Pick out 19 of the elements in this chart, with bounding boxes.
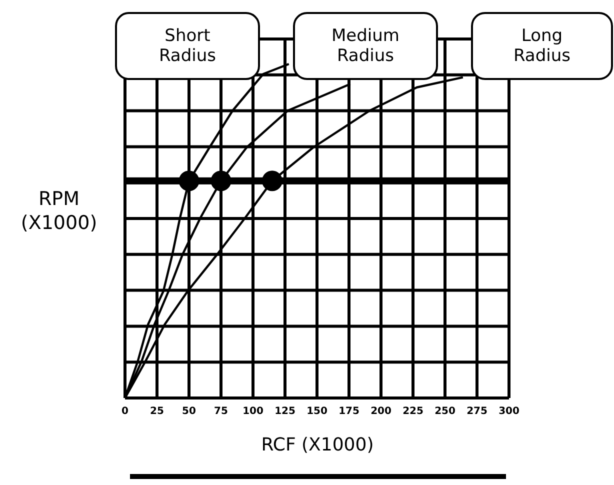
x-tick-label: 25 <box>150 406 164 417</box>
series-label: Medium Radius <box>332 26 400 66</box>
callout-box: Short Radius <box>115 12 260 80</box>
x-tick-label: 225 <box>402 406 424 417</box>
x-tick-label: 150 <box>306 406 328 417</box>
callout-box: Long Radius <box>471 12 613 80</box>
x-tick-label: 300 <box>498 406 520 417</box>
x-tick-label: 0 <box>122 406 129 417</box>
x-tick-label: 100 <box>242 406 264 417</box>
callout-box: Medium Radius <box>293 12 438 80</box>
x-tick-label: 175 <box>338 406 360 417</box>
x-tick-label: 125 <box>274 406 296 417</box>
x-tick-label: 200 <box>370 406 392 417</box>
x-tick-label: 250 <box>434 406 456 417</box>
x-tick-label: 275 <box>466 406 488 417</box>
x-tick-label: 75 <box>214 406 228 417</box>
x-axis-title: RCF (X1000) <box>261 434 374 456</box>
x-tick-label: 50 <box>182 406 196 417</box>
y-axis-title: RPM (X1000) <box>20 188 98 234</box>
